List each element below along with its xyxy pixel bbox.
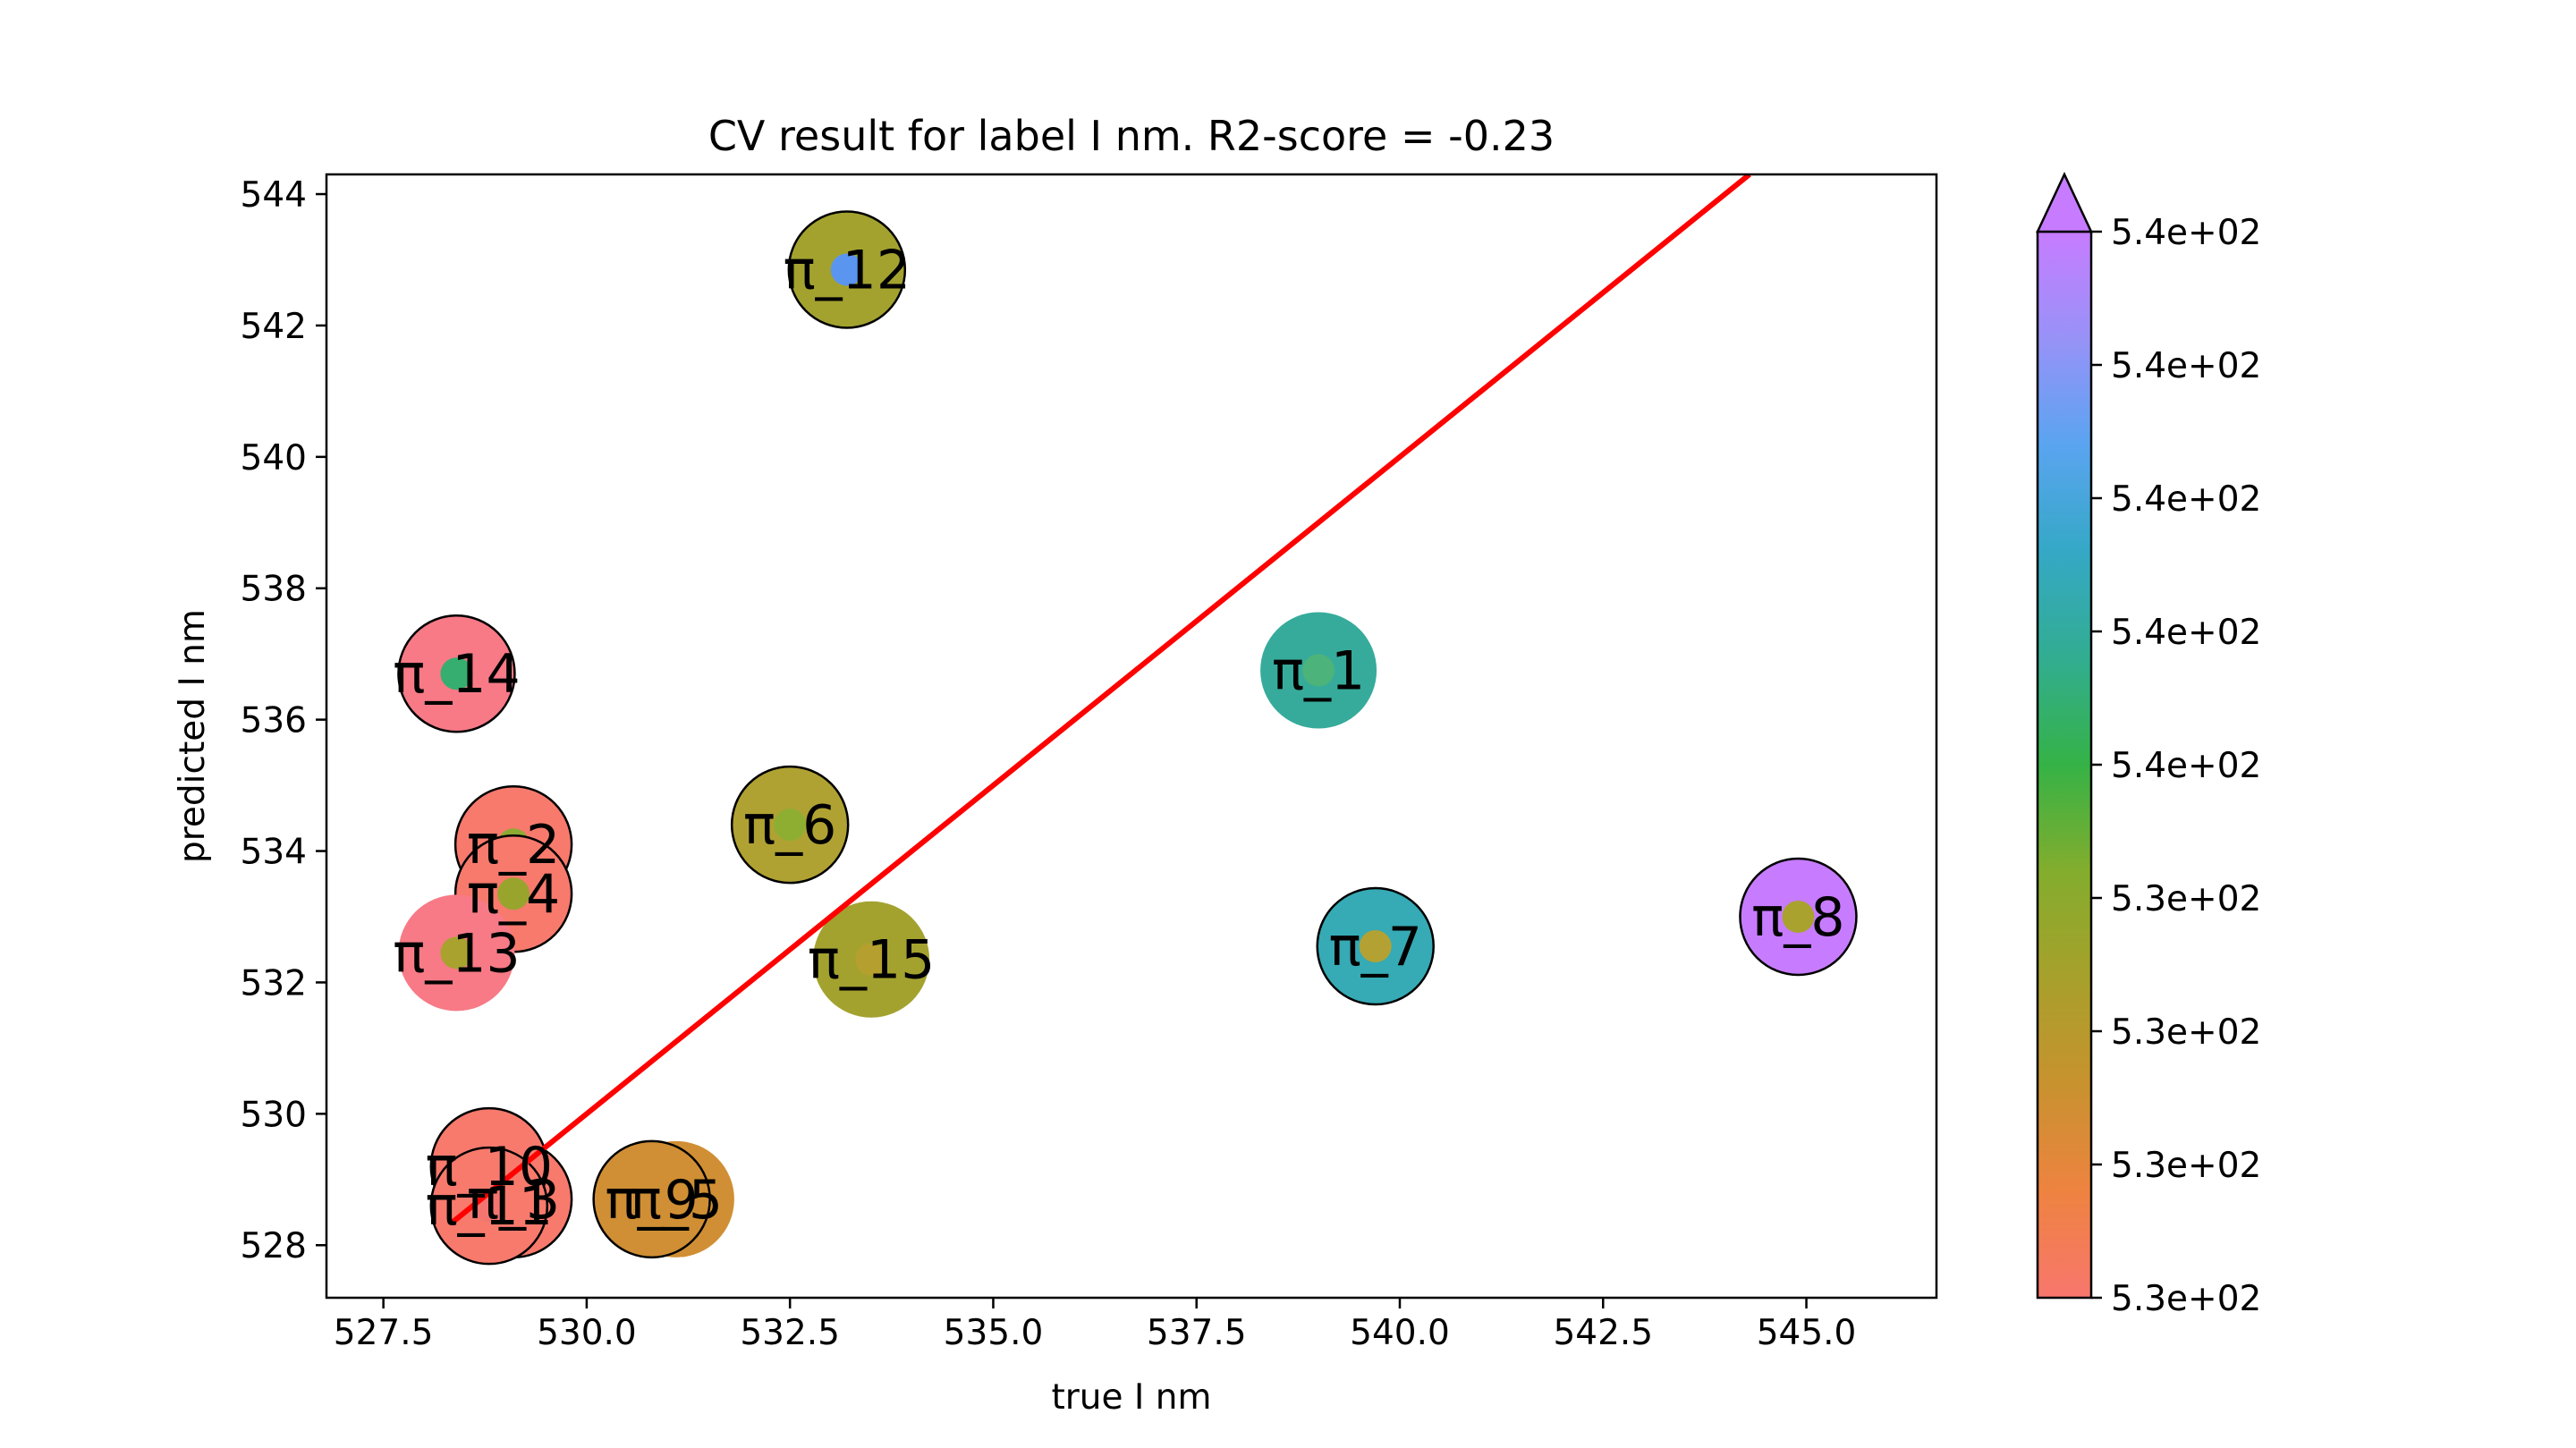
colorbar-tick-label: 5.4e+02 <box>2111 613 2261 653</box>
data-point-inner-marker <box>635 1182 668 1215</box>
x-tick-label: 542.5 <box>1553 1313 1653 1353</box>
point-labels: π_1 π_2 π_3 π_4 π_5 π_6 π_7 π_8 π_9 π_10π_11 π_12 π… <box>393 240 1844 1239</box>
point-label: π_12 <box>784 240 911 302</box>
point-label: π_14 <box>393 643 520 706</box>
y-tick-label: 534 <box>241 833 307 873</box>
y-tick-label: 536 <box>241 701 307 741</box>
colorbar-tick-label: 5.4e+02 <box>2111 213 2261 253</box>
point-label: π_15 <box>808 929 935 992</box>
data-point-inner-marker <box>1359 930 1392 963</box>
y-tick-label: 544 <box>241 175 307 216</box>
point-label: π_5 <box>630 1169 723 1232</box>
chart-title: CV result for label I nm. R2-score = -0.… <box>708 112 1555 160</box>
x-tick-label: 532.5 <box>740 1313 840 1353</box>
point-label: π_4 <box>467 863 560 926</box>
y-tick-label: 530 <box>241 1095 307 1135</box>
x-axis-ticks: 527.5 530.0 532.5 535.0 537.5 540.0 542.5 545.0 <box>334 1298 1857 1353</box>
data-point-inner-marker <box>440 936 473 970</box>
y-tick-label: 542 <box>241 307 307 347</box>
data-point-inner-marker <box>774 809 807 842</box>
point-label: π_1 <box>1272 640 1365 703</box>
x-tick-label: 527.5 <box>334 1313 434 1353</box>
point-label: π_10 <box>426 1136 553 1198</box>
colorbar-ticks: 5.3e+02 5.3e+02 5.3e+02 5.3e+02 5.4e+02 5.4e+… <box>2091 213 2261 1319</box>
colorbar-tick-label: 5.3e+02 <box>2111 1279 2261 1319</box>
y-tick-label: 538 <box>241 570 307 610</box>
data-point-inner-marker <box>1302 654 1335 687</box>
point-label: π_6 <box>743 794 836 857</box>
colorbar-tick-label: 5.4e+02 <box>2111 479 2261 520</box>
x-tick-label: 545.0 <box>1757 1313 1857 1353</box>
data-point-inner-marker <box>497 877 530 910</box>
colorbar-body <box>2036 230 2093 1300</box>
x-tick-label: 537.5 <box>1147 1313 1247 1353</box>
y-axis-label: predicted I nm <box>173 609 213 863</box>
plot-marks <box>397 174 1858 1266</box>
reference-line <box>451 174 1751 1224</box>
data-point-inner-marker <box>440 657 473 690</box>
x-tick-label: 530.0 <box>537 1313 637 1353</box>
colorbar-tick-label: 5.3e+02 <box>2111 1146 2261 1186</box>
y-tick-label: 532 <box>241 963 307 1003</box>
x-axis-label: true I nm <box>1051 1377 1211 1418</box>
y-tick-label: 528 <box>241 1226 307 1266</box>
data-point-inner-marker <box>830 253 863 286</box>
x-tick-label: 540.0 <box>1350 1313 1450 1353</box>
point-label: π_7 <box>1329 916 1422 978</box>
data-point-inner-marker <box>1782 900 1815 933</box>
point-label: π_11 <box>426 1175 553 1238</box>
plot-frame <box>325 173 1938 1300</box>
colorbar-tick-label: 5.4e+02 <box>2111 346 2261 386</box>
y-axis-ticks: 528 530 532 534 536 538 540 542 544 <box>241 175 326 1266</box>
colorbar: 5.3e+02 5.3e+02 5.3e+02 5.3e+02 5.4e+02 5.4e+… <box>2036 172 2261 1319</box>
colorbar-extend-arrow <box>2036 172 2093 233</box>
data-point-inner-marker <box>855 943 888 976</box>
colorbar-tick-label: 5.3e+02 <box>2111 879 2261 919</box>
point-label: π_8 <box>1751 886 1844 949</box>
point-label: π_9 <box>605 1169 698 1232</box>
x-tick-label: 535.0 <box>944 1313 1044 1353</box>
point-label: π_2 <box>467 814 560 876</box>
y-tick-label: 540 <box>241 438 307 478</box>
colorbar-tick-label: 5.4e+02 <box>2111 746 2261 786</box>
point-label: π_3 <box>467 1169 560 1232</box>
point-label: π_13 <box>393 922 520 985</box>
colorbar-tick-label: 5.3e+02 <box>2111 1012 2261 1053</box>
